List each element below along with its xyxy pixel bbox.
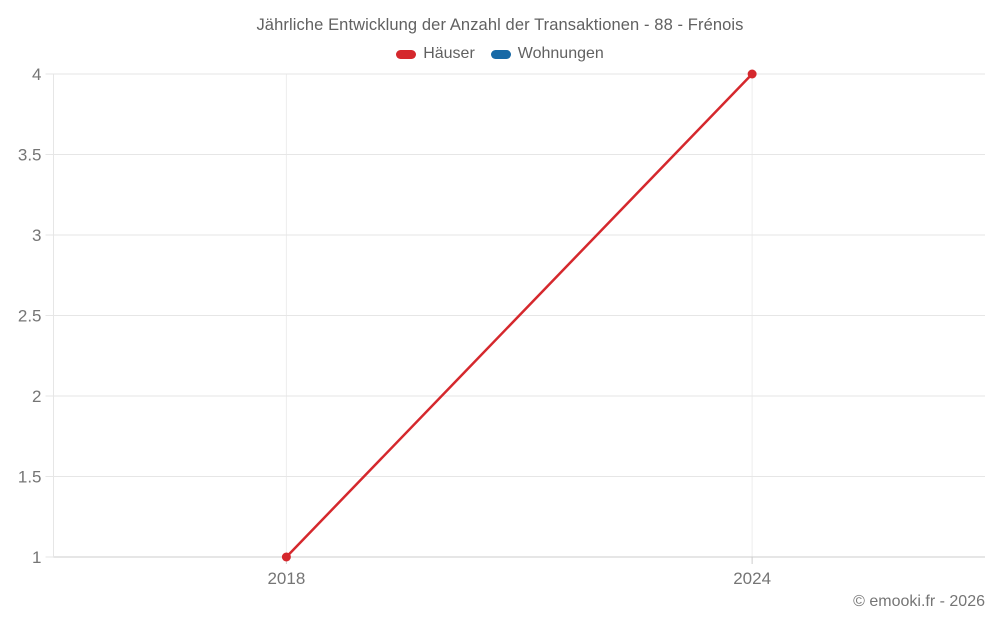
legend-item-haeuser[interactable]: Häuser bbox=[396, 45, 475, 63]
x-axis-label: 2024 bbox=[733, 569, 771, 588]
chart-legend: Häuser Wohnungen bbox=[0, 45, 1000, 63]
legend-swatch-haeuser-icon bbox=[396, 49, 417, 59]
y-axis-label: 2 bbox=[32, 387, 41, 406]
legend-swatch-wohnungen-icon bbox=[490, 49, 511, 59]
data-point[interactable] bbox=[281, 552, 291, 562]
x-axis-label: 2018 bbox=[267, 569, 305, 588]
y-axis-label: 2.5 bbox=[18, 307, 42, 326]
copyright-text: © emooki.fr - 2026 bbox=[853, 593, 985, 610]
chart-title: Jährliche Entwicklung der Anzahl der Tra… bbox=[256, 16, 744, 34]
legend-item-wohnungen[interactable]: Wohnungen bbox=[490, 45, 604, 63]
y-axis-label: 4 bbox=[32, 65, 41, 84]
series-line bbox=[285, 72, 754, 559]
legend-label-haeuser: Häuser bbox=[423, 45, 475, 62]
y-axis-label: 1 bbox=[32, 548, 41, 567]
legend-label-wohnungen: Wohnungen bbox=[517, 45, 604, 62]
y-axis-label: 1.5 bbox=[18, 468, 42, 487]
data-point[interactable] bbox=[747, 69, 757, 79]
y-axis-label: 3.5 bbox=[18, 146, 42, 165]
y-axis-label: 3 bbox=[32, 226, 41, 245]
